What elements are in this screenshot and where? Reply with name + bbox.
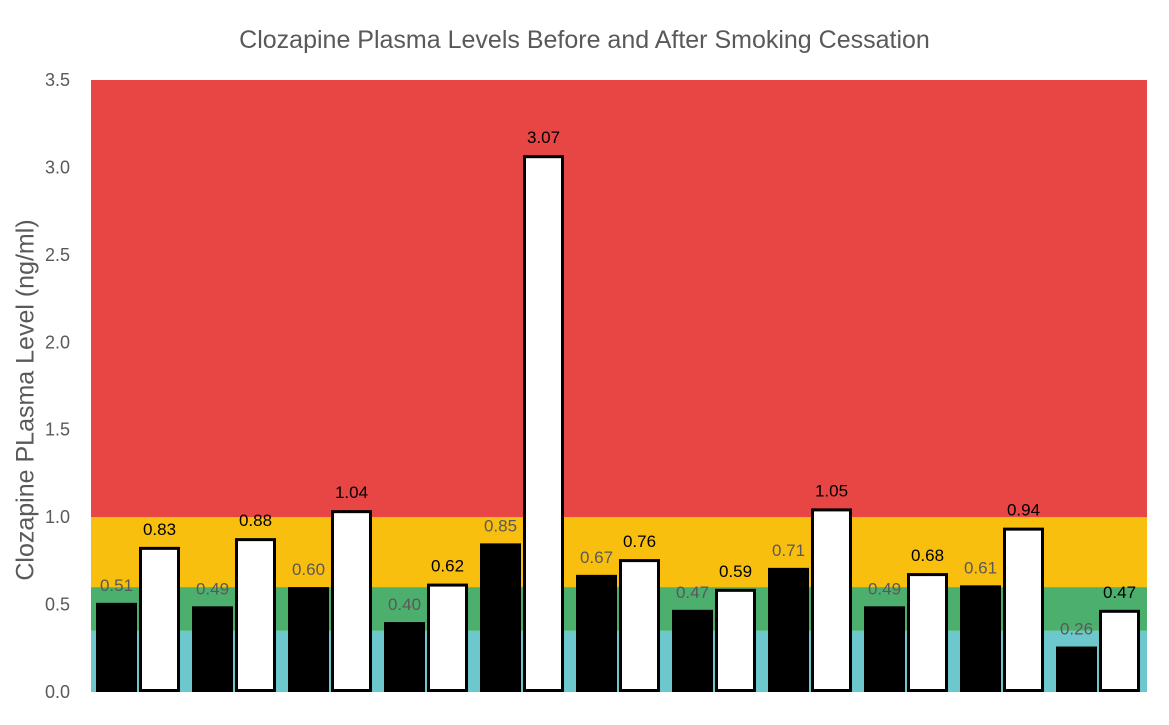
data-label-before: 0.47 [676, 583, 709, 602]
data-label-before: 0.40 [388, 595, 421, 614]
bar-before [384, 622, 425, 692]
bar-after [1003, 527, 1044, 692]
y-tick-label: 2.5 [45, 245, 70, 265]
background-band-3 [91, 80, 1147, 518]
data-label-after: 0.59 [719, 562, 752, 581]
bar-after [331, 510, 372, 692]
data-label-before: 0.71 [772, 541, 805, 560]
data-label-after: 1.05 [815, 481, 848, 500]
bar-after [523, 155, 564, 692]
data-label-after: 0.76 [623, 532, 656, 551]
y-tick-label: 2.0 [45, 332, 70, 352]
data-label-after: 0.47 [1103, 583, 1136, 602]
data-label-after: 0.62 [431, 557, 464, 576]
data-label-before: 0.49 [196, 579, 229, 598]
bar-before [1056, 646, 1097, 692]
bar-before [192, 606, 233, 692]
data-label-after: 0.88 [239, 511, 272, 530]
bar-before [672, 609, 713, 692]
y-tick-label: 0.5 [45, 595, 70, 615]
bar-before [864, 606, 905, 692]
data-label-after: 0.94 [1007, 501, 1040, 520]
data-label-after: 0.68 [911, 546, 944, 565]
data-label-after: 0.83 [143, 520, 176, 539]
y-tick-label: 1.0 [45, 507, 70, 527]
bar-after [235, 538, 276, 693]
data-label-before: 0.60 [292, 560, 325, 579]
bar-before [480, 543, 521, 692]
y-tick-label: 1.5 [45, 420, 70, 440]
data-label-before: 0.51 [100, 576, 133, 595]
bar-after [619, 559, 660, 693]
data-label-before: 0.49 [868, 579, 901, 598]
y-tick-label: 3.5 [45, 70, 70, 90]
y-tick-label: 0.0 [45, 682, 70, 702]
data-label-before: 0.61 [964, 558, 997, 577]
data-label-before: 0.26 [1060, 620, 1093, 639]
bar-before [960, 585, 1001, 692]
y-tick-label: 3.0 [45, 157, 70, 177]
bar-before [288, 587, 329, 692]
data-label-after: 3.07 [527, 128, 560, 147]
bar-after [139, 546, 180, 693]
bar-after [715, 588, 756, 692]
bar-before [576, 574, 617, 692]
bar-before [96, 602, 137, 692]
data-label-before: 0.85 [484, 516, 517, 535]
data-label-after: 1.04 [335, 483, 368, 502]
bar-after [811, 508, 852, 692]
bar-after [427, 583, 468, 692]
chart-title: Clozapine Plasma Levels Before and After… [239, 26, 930, 54]
bar-after [907, 573, 948, 693]
bar-after [1099, 609, 1140, 692]
data-label-before: 0.67 [580, 548, 613, 567]
bar-before [768, 567, 809, 692]
